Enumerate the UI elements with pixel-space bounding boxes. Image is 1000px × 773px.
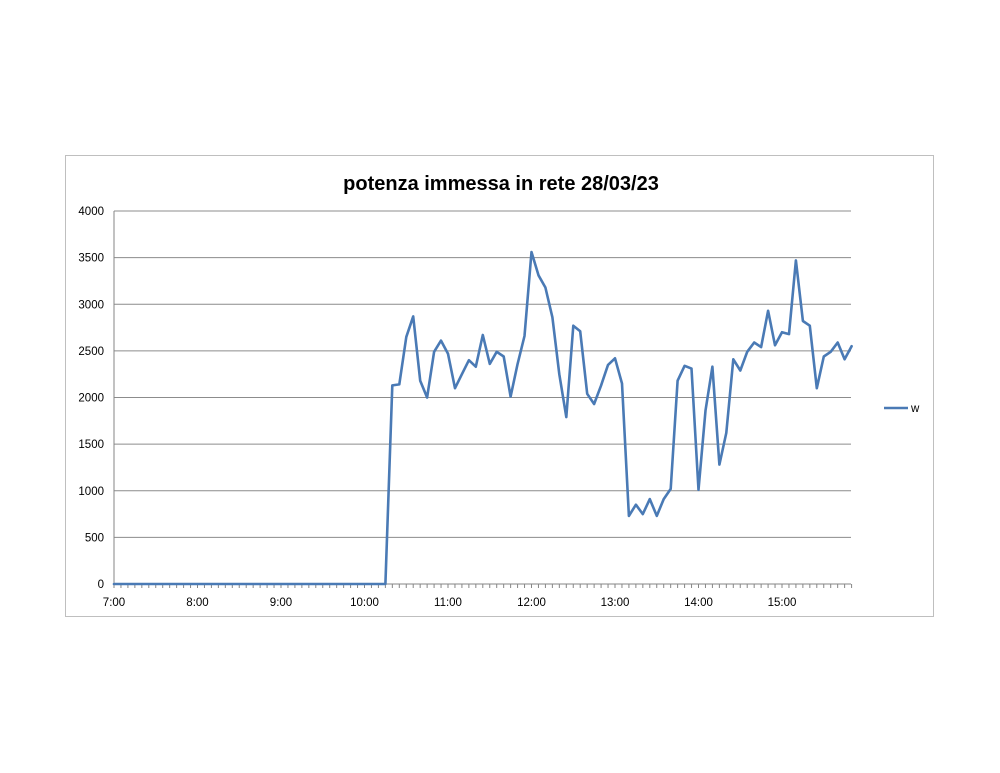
x-tick-label: 10:00	[350, 597, 379, 609]
chart-title: potenza immessa in rete 28/03/23	[343, 173, 659, 195]
y-tick-label: 1000	[78, 486, 104, 498]
gridlines	[113, 210, 853, 588]
series-line-w	[112, 250, 853, 586]
legend-label: w	[910, 403, 920, 415]
x-tick-label: 9:00	[270, 597, 292, 609]
x-tick-label: 8:00	[186, 597, 208, 609]
y-tick-label: 500	[85, 532, 104, 544]
y-tick-label: 2000	[78, 393, 104, 405]
y-tick-label: 2500	[78, 346, 104, 358]
y-tick-label: 1500	[78, 439, 104, 451]
legend: w	[884, 403, 920, 415]
x-tick-label: 14:00	[684, 597, 713, 609]
x-tick-label: 13:00	[601, 597, 630, 609]
series-lines	[112, 250, 853, 586]
x-tick-label: 11:00	[434, 597, 462, 609]
x-tick-label: 12:00	[517, 597, 546, 609]
line-chart: potenza immessa in rete 28/03/23 0 500 100…	[78, 173, 920, 609]
y-tick-label: 0	[98, 579, 104, 591]
y-tick-label: 3500	[78, 253, 104, 265]
y-tick-label: 3000	[78, 299, 104, 311]
y-tick-label: 4000	[78, 206, 104, 218]
x-tick-label: 15:00	[768, 597, 797, 609]
x-tick-label: 7:00	[103, 597, 125, 609]
x-axis-tick-labels: 7:00 8:00 9:00 10:00 11:00 12:00 13:00 14:00 15:…	[103, 597, 797, 609]
chart-frame: potenza immessa in rete 28/03/23 0 500 100…	[65, 155, 934, 617]
y-axis-tick-labels: 0 500 1000 1500 2000 2500 3000 3500 4000	[78, 206, 104, 591]
